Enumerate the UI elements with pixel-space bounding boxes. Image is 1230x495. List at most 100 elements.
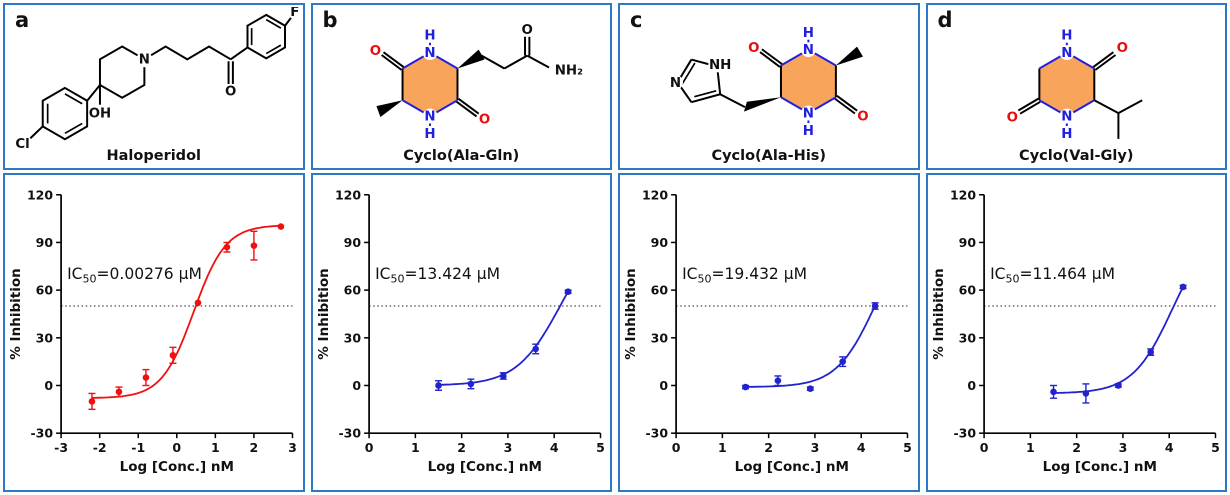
atom-n-top: N [424,46,435,61]
y-tick-label: 60 [36,283,54,298]
x-tick-label: 0 [364,440,373,455]
atom-h-bottom: H [1061,127,1072,142]
atom-o-left: O [748,41,759,56]
y-axis-title: % Inhibition [931,268,947,359]
x-axis-title: Log [Conc.] nM [427,459,541,475]
x-tick-label: 4 [857,440,866,455]
dose-response-chart-c: -30 0 30 60 90 120 0 1 2 3 4 5 IC50=19.432 μM Log [Co… [620,175,918,490]
bond-lines [380,36,549,118]
axes [367,194,600,435]
x-tick-label: 5 [1211,440,1220,455]
y-tick-label: 30 [958,330,976,345]
y-tick-label: -30 [645,426,668,441]
atom-h-bottom: H [424,127,435,142]
chart-svg: -30 0 30 60 90 120 0 1 2 3 4 5 IC50=19.432 μM Log [Co… [623,187,912,475]
ic50-annotation: IC50=11.464 μM [990,265,1115,286]
atom-n-imidazole: N [670,76,681,91]
data-point-marker [434,382,442,389]
x-tick-label: 3 [503,440,512,455]
dkp-ring [780,49,836,114]
atom-labels: N NH H N N H O O [670,26,869,139]
cyclo-val-gly-structure: H N N H O O [1004,29,1143,142]
data-point-marker [1082,390,1089,397]
data-point-marker [467,380,474,388]
atom-o-right: O [1116,41,1127,56]
fit-curve [91,224,282,399]
data-points [1049,283,1187,404]
x-tick-label: 2 [250,440,259,455]
panel-label-d: d [937,8,953,32]
fit-curve [437,291,569,386]
data-points [742,302,879,392]
ic50-annotation: IC50=0.00276 μM [67,265,202,286]
data-point-marker [194,299,202,307]
cyclo-ala-his-structure: N NH H N N H O O [668,26,870,139]
structure-box-cyclo-val-gly: d [925,3,1227,170]
atom-nh2: NH₂ [554,63,582,78]
atom-cl: Cl [15,137,29,152]
dkp-ring [402,52,457,117]
chart-box-a: -30 0 30 60 90 120 -3 -2 -1 0 1 2 3 IC50=0.00276 μM Lo… [3,173,305,492]
y-tick-label: 30 [651,330,669,345]
y-tick-label: 90 [651,235,669,250]
data-point-marker [499,372,507,380]
y-tick-label: -30 [30,426,53,441]
atom-nh-imidazole: NH [709,58,731,73]
atom-h-top: H [1061,29,1072,44]
y-tick-label: 120 [27,187,53,202]
data-point-marker [88,398,96,405]
chart-box-b: -30 0 30 60 90 120 0 1 2 3 4 5 IC50=13.424 μM Log [Co… [310,173,612,492]
atom-o-left: O [1006,111,1017,126]
data-point-marker [1179,283,1186,291]
fit-curve [745,305,876,388]
atom-labels: H N N H O O [1006,29,1127,142]
atom-f: F [290,7,299,20]
atom-h-top: H [803,26,814,41]
bond-lines [1017,51,1143,139]
x-tick-label: 1 [211,440,220,455]
data-points [434,288,572,391]
x-tick-label: 3 [1118,440,1127,455]
y-tick-label: 120 [949,187,975,202]
data-points [88,223,285,411]
x-tick-label: -1 [131,440,145,455]
data-point-marker [1146,348,1154,356]
atom-o: O [225,84,236,99]
y-tick-label: 30 [343,330,361,345]
x-tick-label: 2 [764,440,773,455]
x-axis-title: Log [Conc.] nM [1042,459,1156,475]
chart-box-d: -30 0 30 60 90 120 0 1 2 3 4 5 IC50=11.464 μM Log [Co… [925,173,1227,492]
panel-a: a [3,3,305,492]
structure-box-cyclo-ala-gln: b [310,3,612,170]
data-point-marker [1114,382,1122,389]
ic50-annotation: IC50=13.424 μM [375,265,500,286]
atom-n-bottom: N [1061,110,1072,125]
chart-svg: -30 0 30 60 90 120 -3 -2 -1 0 1 2 3 IC50=0.00276 μM Lo… [8,187,297,475]
y-axis-title: % Inhibition [8,268,24,359]
data-point-marker [806,385,814,392]
data-point-marker [531,345,539,353]
data-point-marker [564,288,571,296]
x-tick-label: -3 [54,440,68,455]
haloperidol-structure: Cl N OH O F [15,7,299,152]
axes [982,194,1215,435]
panel-label-b: b [322,8,338,32]
atom-o-left: O [369,44,380,59]
panel-c: c [618,3,920,492]
y-tick-label: 60 [343,283,361,298]
y-axis-title: % Inhibition [316,268,332,359]
panel-d: d [925,3,1227,492]
atom-n-bottom: N [803,107,814,122]
data-point-marker [169,351,177,359]
dose-response-chart-b: -30 0 30 60 90 120 0 1 2 3 4 5 IC50=13.424 μM Log [Co… [313,175,611,490]
atom-halos [136,51,238,98]
x-axis-title: Log [Conc.] nM [120,459,234,475]
data-point-marker [871,302,879,310]
y-tick-label: 0 [352,378,361,393]
data-point-marker [1049,388,1057,396]
y-tick-label: 90 [36,235,54,250]
dkp-ring [1038,52,1094,117]
x-tick-label: 0 [979,440,988,455]
x-tick-label: 4 [549,440,558,455]
